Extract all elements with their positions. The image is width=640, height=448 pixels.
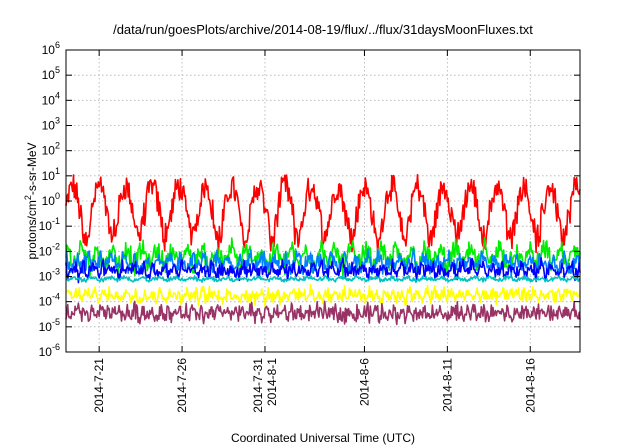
y-tick-label: 104 [42,90,60,107]
series-line-5 [65,274,581,284]
series-line-4 [65,256,581,284]
x-tick-label: 2014-8-6 [357,358,371,406]
y-tick-exponent: 6 [55,40,60,50]
y-tick-label: 101 [42,166,60,183]
y-tick-exponent: -5 [52,317,60,327]
y-tick-label: 10-6 [39,342,60,359]
x-axis-label: Coordinated Universal Time (UTC) [231,431,415,445]
y-tick-base: 10 [39,244,53,258]
y-tick-label: 10-1 [39,216,60,233]
y-tick-exponent: 1 [55,166,60,176]
x-tick-label: 2014-8-1 [265,358,279,406]
x-tick-label: 2014-8-11 [440,358,454,412]
y-tick-label: 102 [42,141,60,158]
y-tick-label: 105 [42,65,60,82]
x-tick-label: 2014-7-31 [251,358,265,413]
y-tick-exponent: 3 [55,116,60,126]
x-tick-label: 2014-8-16 [523,358,537,413]
y-tick-label: 106 [42,40,60,57]
y-axis-label-suffix: -s-sr-MeV [25,142,39,195]
y-tick-base: 10 [39,219,53,233]
y-tick-base: 10 [39,320,53,334]
y-tick-base: 10 [42,43,56,57]
series-line-7 [65,300,581,326]
x-axis-ticks: 2014-7-21 2014-7-26 2014-7-31 2014-8-1 2014-… [92,50,537,413]
y-axis-label-prefix: protons/cm [25,200,39,259]
y-tick-label: 100 [42,191,60,208]
y-axis-ticks: 10-610-510-410-310-210-11001011021031041… [39,40,580,359]
y-tick-exponent: 2 [55,141,60,151]
y-tick-exponent: -2 [52,241,60,251]
y-tick-base: 10 [39,345,53,359]
y-tick-exponent: -1 [52,216,60,226]
y-tick-base: 10 [42,194,56,208]
series-line-6 [65,283,581,307]
y-axis-label: protons/cm2-s-sr-MeV [23,142,39,259]
y-tick-base: 10 [42,119,56,133]
y-tick-label: 10-5 [39,317,60,334]
series-line-1 [65,173,581,255]
y-tick-base: 10 [42,93,56,107]
y-tick-base: 10 [42,169,56,183]
y-tick-base: 10 [42,144,56,158]
y-tick-label: 10-4 [39,292,60,309]
chart-title: /data/run/goesPlots/archive/2014-08-19/f… [113,22,533,37]
y-tick-exponent: 0 [55,191,60,201]
series-layer [65,173,581,326]
y-tick-base: 10 [39,295,53,309]
y-tick-exponent: 4 [55,90,60,100]
y-tick-label: 10-3 [39,267,60,284]
y-tick-base: 10 [39,270,53,284]
x-tick-label: 2014-7-26 [175,358,189,413]
y-tick-exponent: -3 [52,267,60,277]
y-tick-label: 10-2 [39,241,60,258]
y-tick-exponent: -4 [52,292,60,302]
x-tick-label: 2014-7-21 [92,358,106,413]
y-tick-label: 103 [42,116,60,133]
y-tick-base: 10 [42,68,56,82]
y-axis-label-sup: 2 [23,195,33,200]
y-tick-exponent: -6 [52,342,60,352]
y-tick-exponent: 5 [55,65,60,75]
